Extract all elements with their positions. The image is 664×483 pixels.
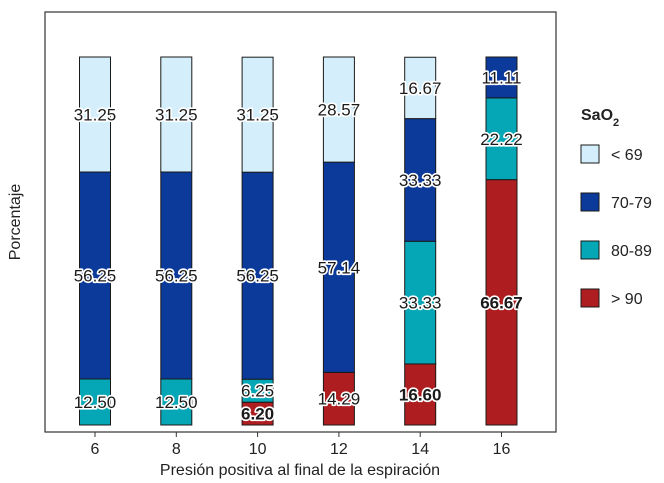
x-tick-label: 6 <box>91 441 100 458</box>
data-label: 56.25 <box>155 267 198 286</box>
y-axis-label: Porcentaje <box>7 184 24 261</box>
legend-label: < 69 <box>611 147 643 164</box>
data-label: 56.25 <box>236 267 279 286</box>
legend-label: > 90 <box>611 291 643 308</box>
data-label: 33.33 <box>399 294 442 313</box>
data-label: 33.33 <box>399 171 442 190</box>
legend-swatch <box>580 144 600 164</box>
data-label: 66.67 <box>480 293 523 312</box>
x-axis: 6 8 10 12 14 16 <box>91 432 511 458</box>
bar-segment <box>79 56 111 173</box>
x-tick-label: 10 <box>249 441 267 458</box>
data-label: 12.50 <box>155 393 198 412</box>
legend-swatch <box>580 192 600 212</box>
data-label: 11.11 <box>481 68 521 87</box>
data-labels-group: 12.50 56.25 31.25 12.50 56.25 31.25 6.20 6.25 56… <box>72 67 524 425</box>
bar-segment <box>160 171 193 380</box>
data-label: 14.29 <box>318 390 361 409</box>
data-label: 6.20 <box>241 405 274 424</box>
x-tick-label: 16 <box>493 441 511 458</box>
data-label: 22.22 <box>480 130 523 149</box>
data-label: 31.25 <box>155 106 198 125</box>
x-tick-label: 12 <box>330 441 348 458</box>
bar-segment <box>404 118 437 242</box>
bar-segment <box>404 240 437 365</box>
bar-segment <box>485 56 518 99</box>
bar-segment <box>404 56 437 120</box>
bar-segment <box>485 179 518 426</box>
data-label: 6.25 <box>241 382 274 401</box>
data-label: 28.57 <box>318 101 361 120</box>
bar-segment <box>79 378 111 426</box>
legend-label: 80-89 <box>611 243 652 260</box>
data-label: 31.25 <box>74 106 117 125</box>
bar-segment <box>241 56 274 173</box>
bar-segment <box>79 171 111 380</box>
data-label: 16.67 <box>399 79 442 98</box>
bars-group <box>79 56 518 426</box>
bar-segment <box>485 97 518 181</box>
legend-swatch <box>580 240 600 260</box>
legend-swatch <box>580 288 600 308</box>
data-label: 56.25 <box>74 267 117 286</box>
x-tick-label: 8 <box>172 441 181 458</box>
bar-segment <box>322 161 355 373</box>
legend-title: SaO2 <box>581 107 619 129</box>
legend: SaO2 < 69 70-79 80-89 > 90 <box>580 107 652 308</box>
data-label: 57.14 <box>318 258 361 277</box>
bar-segment <box>160 56 193 173</box>
bar-segment <box>160 378 193 426</box>
bar-segment <box>322 56 355 163</box>
data-label: 12.50 <box>74 393 117 412</box>
data-label: 31.25 <box>236 106 279 125</box>
legend-label: 70-79 <box>611 195 652 212</box>
plot-frame <box>44 11 557 433</box>
x-axis-label: Presión positiva al final de la espiraci… <box>160 462 440 479</box>
bar-segment <box>241 171 274 380</box>
data-label: 16.60 <box>399 385 442 404</box>
x-tick-label: 14 <box>411 441 429 458</box>
